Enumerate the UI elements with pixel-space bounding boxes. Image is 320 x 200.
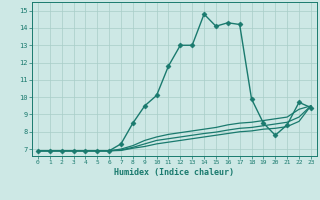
X-axis label: Humidex (Indice chaleur): Humidex (Indice chaleur) <box>115 168 234 177</box>
